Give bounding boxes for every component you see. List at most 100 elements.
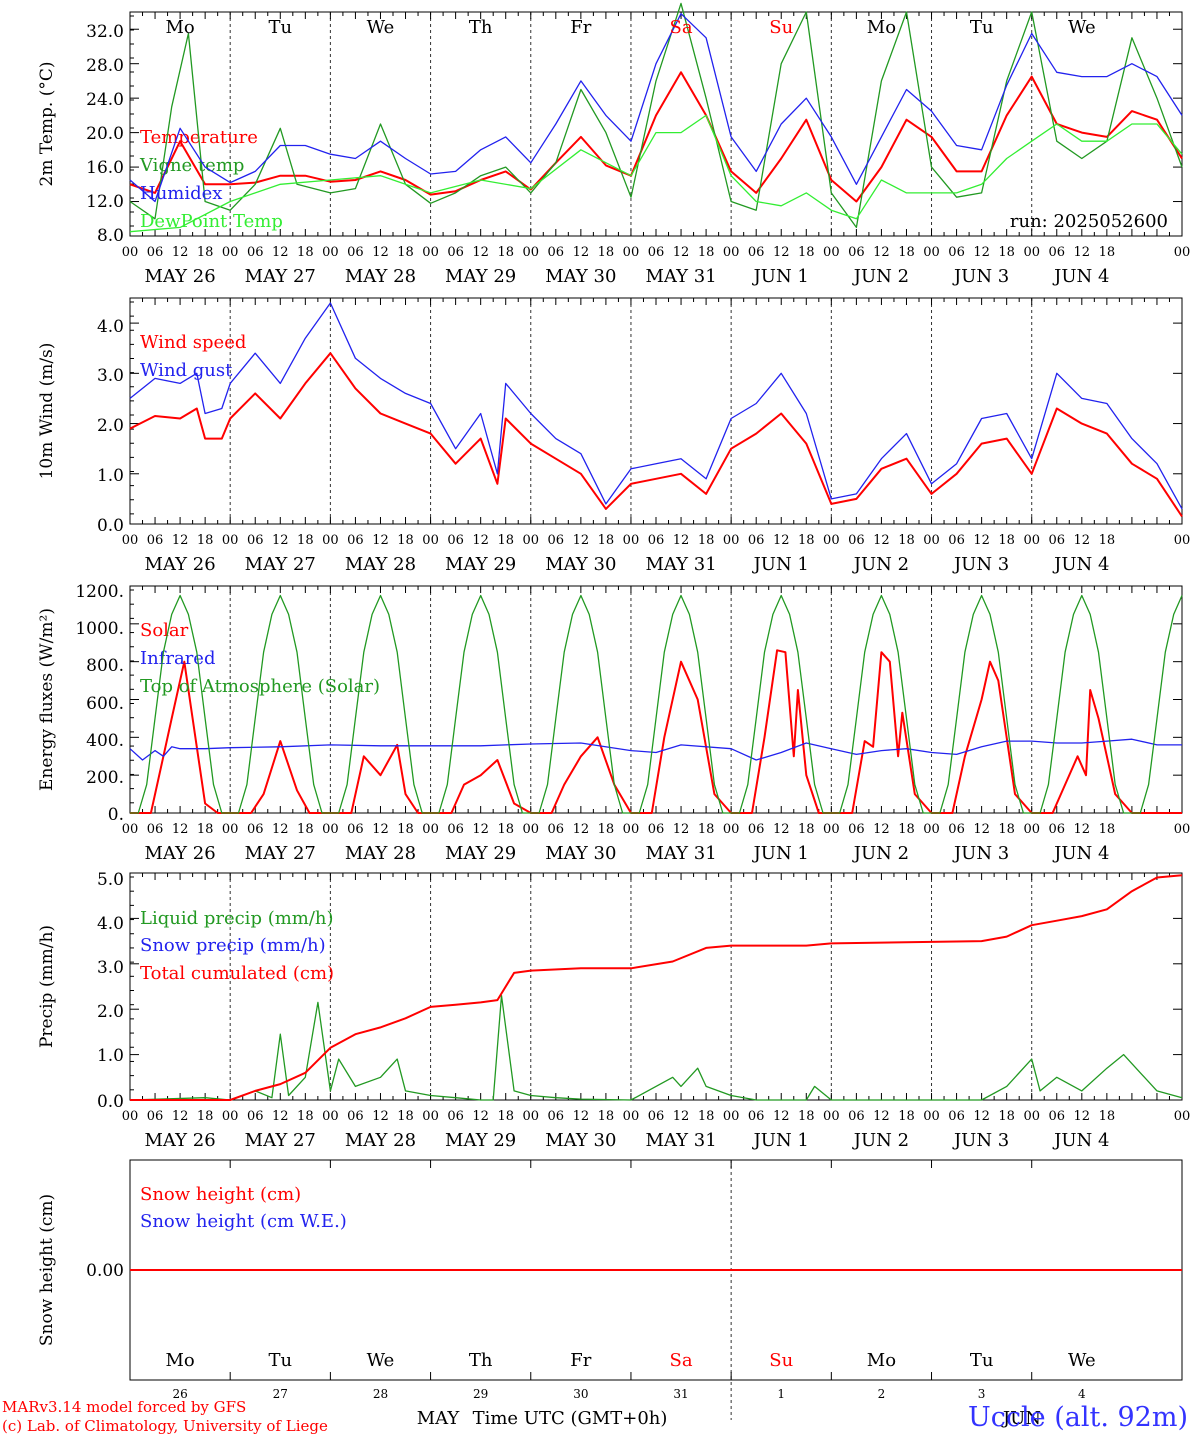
y-tick-label: 5.0 xyxy=(97,870,124,890)
hour-tick-label: 18 xyxy=(497,1109,514,1124)
weekday-label: We xyxy=(367,17,395,38)
hour-tick-label: 18 xyxy=(798,822,815,837)
weekday-label: Fr xyxy=(570,17,591,38)
weekday-label: Mo xyxy=(165,17,194,38)
hour-tick-label: 18 xyxy=(497,245,514,260)
hour-tick-label: 06 xyxy=(748,1109,765,1124)
hour-tick-label: 12 xyxy=(873,533,890,548)
hour-tick-label: 12 xyxy=(873,1109,890,1124)
hour-tick-label: 18 xyxy=(698,533,715,548)
hour-tick-label: 12 xyxy=(573,245,590,260)
hour-tick-label: 18 xyxy=(598,245,615,260)
hour-tick-label: 18 xyxy=(497,533,514,548)
date-label: MAY 29 xyxy=(445,1130,516,1151)
hour-tick-label: 12 xyxy=(472,245,489,260)
plot-frame xyxy=(129,11,1183,237)
date-label: MAY 26 xyxy=(144,843,215,864)
series-line xyxy=(129,352,1183,518)
date-label: JUN 3 xyxy=(952,266,1009,287)
legend-entry: DewPoint Temp xyxy=(140,211,283,232)
hour-tick-label: 12 xyxy=(172,245,189,260)
hour-tick-label: 00 xyxy=(522,1109,539,1124)
y-tick-label: 1.0 xyxy=(97,1046,124,1066)
legend-entry: Snow height (cm) xyxy=(140,1184,301,1205)
hour-tick-label: 06 xyxy=(347,1109,364,1124)
hour-tick-label: 00 xyxy=(122,533,139,548)
legend-entry: Vigne temp xyxy=(139,155,244,176)
hour-tick-label: 06 xyxy=(347,245,364,260)
hour-tick-label: 00 xyxy=(1023,822,1040,837)
weekday-label: Mo xyxy=(165,1350,194,1371)
hour-tick-label: 12 xyxy=(272,245,289,260)
hour-tick-label: 18 xyxy=(598,1109,615,1124)
hour-tick-label: 12 xyxy=(573,533,590,548)
hour-tick-label: 18 xyxy=(798,533,815,548)
date-label: JUN 4 xyxy=(1052,1130,1109,1151)
hour-tick-label: 12 xyxy=(873,245,890,260)
weekday-label: We xyxy=(1068,17,1096,38)
hour-tick-label: 18 xyxy=(798,245,815,260)
y-axis-label: Energy fluxes (W/m²) xyxy=(37,608,57,791)
y-tick-label: 28.0 xyxy=(86,56,124,76)
hour-tick-label: 00 xyxy=(723,245,740,260)
date-label: MAY 27 xyxy=(245,266,316,287)
weekday-label: Su xyxy=(769,1350,793,1371)
legend-entry: Total cumulated (cm) xyxy=(140,963,334,984)
date-label: MAY 30 xyxy=(545,266,616,287)
hour-tick-label: 00 xyxy=(923,1109,940,1124)
hour-tick-label: 18 xyxy=(898,1109,915,1124)
hour-tick-label: 00 xyxy=(923,245,940,260)
plot-frame xyxy=(129,297,1183,525)
hour-tick-label: 18 xyxy=(598,822,615,837)
weekday-label: Th xyxy=(469,1350,493,1371)
hour-tick-label: 00 xyxy=(222,1109,239,1124)
hour-tick-label: 18 xyxy=(1099,245,1116,260)
day-number: 3 xyxy=(978,1387,986,1401)
hour-tick-label: 12 xyxy=(1074,245,1091,260)
hour-tick-label: 12 xyxy=(172,822,189,837)
series-line xyxy=(129,2,1183,229)
y-tick-label: 20.0 xyxy=(86,124,124,144)
series-line xyxy=(129,71,1183,203)
date-label: JUN 4 xyxy=(1052,843,1109,864)
date-label: MAY 27 xyxy=(245,843,316,864)
y-tick-label: 0.0 xyxy=(97,1092,124,1112)
hour-tick-label: 00 xyxy=(923,533,940,548)
date-label: JUN 3 xyxy=(952,1130,1009,1151)
hour-tick-label: 00 xyxy=(923,822,940,837)
series-line xyxy=(129,13,1183,203)
hour-tick-label: 18 xyxy=(197,822,214,837)
hour-tick-label: 00 xyxy=(422,822,439,837)
hour-tick-label: 18 xyxy=(397,822,414,837)
date-label: MAY 30 xyxy=(545,843,616,864)
hour-tick-label: 06 xyxy=(1048,533,1065,548)
date-label: MAY 28 xyxy=(345,843,416,864)
hour-tick-label: 12 xyxy=(1074,822,1091,837)
hour-tick-label: 00 xyxy=(322,245,339,260)
legend-entry: Humidex xyxy=(140,183,222,204)
date-label: MAY 30 xyxy=(545,554,616,575)
day-number: 4 xyxy=(1078,1387,1086,1401)
hour-tick-label: 18 xyxy=(898,822,915,837)
hour-tick-label: 00 xyxy=(322,533,339,548)
legend-entry: Infrared xyxy=(140,648,215,669)
hour-tick-label: 12 xyxy=(172,1109,189,1124)
date-label: MAY 28 xyxy=(345,1130,416,1151)
y-tick-label: 0.0 xyxy=(97,516,124,536)
hour-tick-label: 18 xyxy=(698,822,715,837)
weekday-label: Th xyxy=(469,17,493,38)
hour-tick-label: 18 xyxy=(998,1109,1015,1124)
weekday-label: We xyxy=(367,1350,395,1371)
y-tick-label: 3.0 xyxy=(97,366,124,386)
hour-tick-label: 06 xyxy=(948,822,965,837)
hour-tick-label: 12 xyxy=(1074,533,1091,548)
hour-tick-label: 12 xyxy=(973,245,990,260)
hour-tick-label: 18 xyxy=(798,1109,815,1124)
hour-tick-label: 18 xyxy=(1099,1109,1116,1124)
date-label: JUN 4 xyxy=(1052,266,1109,287)
date-label: MAY 28 xyxy=(345,554,416,575)
hour-tick-label: 18 xyxy=(497,822,514,837)
y-tick-label: 12.0 xyxy=(86,192,124,212)
date-label: MAY 26 xyxy=(144,554,215,575)
